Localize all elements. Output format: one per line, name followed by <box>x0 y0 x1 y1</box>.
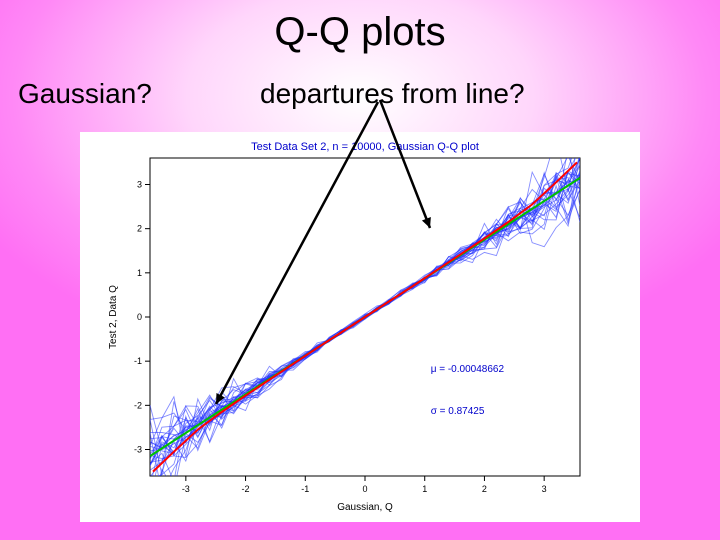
svg-text:-2: -2 <box>134 400 142 410</box>
svg-text:Test Data Set 2, n = 10000, Ga: Test Data Set 2, n = 10000, Gaussian Q-Q… <box>251 141 479 153</box>
slide: Q-Q plots Gaussian? departures from line… <box>0 0 720 540</box>
subtitle-departures: departures from line? <box>260 78 525 110</box>
svg-text:-1: -1 <box>134 356 142 366</box>
qq-chart: -3 -3 -2 -2 -1 -1 0 0 1 1 2 2 3 3 Gaussian, Q Test 2, D… <box>80 132 640 522</box>
svg-text:-3: -3 <box>134 445 142 455</box>
subtitle-gaussian: Gaussian? <box>18 78 152 110</box>
svg-text:σ = 0.87425: σ = 0.87425 <box>431 406 485 417</box>
svg-text:1: 1 <box>422 484 427 494</box>
svg-text:Gaussian, Q: Gaussian, Q <box>337 502 393 513</box>
svg-text:2: 2 <box>482 484 487 494</box>
svg-text:-3: -3 <box>182 484 190 494</box>
svg-text:μ = -0.00048662: μ = -0.00048662 <box>431 364 505 375</box>
svg-text:2: 2 <box>137 224 142 234</box>
svg-text:3: 3 <box>137 180 142 190</box>
page-title: Q-Q plots <box>0 10 720 55</box>
svg-text:Test 2, Data Q: Test 2, Data Q <box>108 285 119 349</box>
svg-text:-2: -2 <box>242 484 250 494</box>
svg-text:0: 0 <box>137 312 142 322</box>
svg-text:0: 0 <box>362 484 367 494</box>
svg-text:3: 3 <box>542 484 547 494</box>
svg-text:-1: -1 <box>301 484 309 494</box>
svg-text:1: 1 <box>137 268 142 278</box>
